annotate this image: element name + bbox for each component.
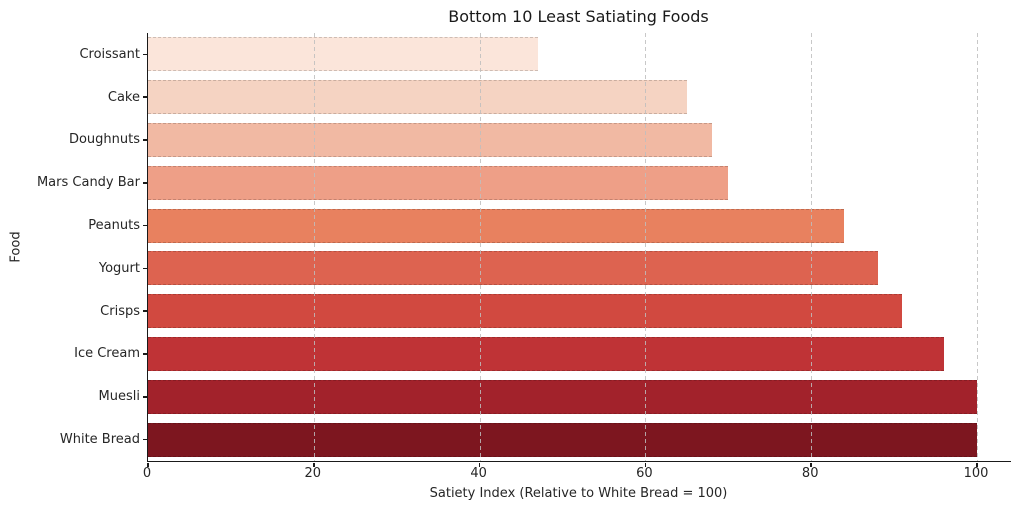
y-tick-label-ice-cream: Ice Cream: [74, 346, 140, 362]
y-tick-label-croissant: Croissant: [79, 46, 140, 62]
y-tick-mark: [143, 396, 148, 398]
x-tick-mark: [644, 462, 647, 467]
bar-mars-candy-bar: [148, 165, 729, 200]
y-tick-label-yogurt: Yogurt: [98, 260, 140, 276]
y-tick-mark: [143, 267, 148, 270]
y-tick-label-crisps: Crisps: [100, 303, 140, 319]
bar-yogurt: [148, 251, 878, 286]
y-tick-mark: [143, 310, 148, 312]
x-tick-label-40: 40: [470, 466, 487, 481]
x-tick-label-80: 80: [801, 466, 819, 481]
x-tick-mark: [313, 462, 315, 467]
x-axis-title: Satiety Index (Relative to White Bread =…: [429, 486, 728, 501]
gridline-x-20: [313, 33, 315, 461]
x-tick-mark: [478, 462, 481, 467]
y-tick-mark: [143, 353, 148, 355]
y-tick-mark: [143, 139, 148, 141]
x-tick-mark: [976, 462, 978, 467]
y-tick-mark: [143, 96, 148, 98]
y-tick-mark: [143, 438, 148, 441]
y-tick-label-mars-candy-bar: Mars Candy Bar: [36, 175, 140, 191]
gridline-x-80: [811, 33, 813, 461]
y-axis-tick-labels: Croissant Cake Doughnuts Mars Candy Bar Pean…: [0, 33, 140, 461]
y-tick-mark: [143, 53, 148, 56]
y-tick-mark: [143, 182, 148, 184]
x-tick-mark: [810, 462, 812, 467]
x-tick-label-60: 60: [636, 466, 653, 481]
plot-area: [143, 33, 1011, 467]
x-tick-label-20: 20: [304, 466, 322, 481]
y-tick-label-doughnuts: Doughnuts: [68, 132, 140, 148]
bar-peanuts: [148, 208, 845, 243]
x-tick-label-0: 0: [142, 466, 152, 481]
bar-ice-cream: [148, 337, 944, 371]
y-tick-label-cake: Cake: [107, 89, 140, 105]
y-tick-mark: [143, 224, 148, 227]
bar-doughnuts: [148, 123, 712, 157]
gridline-x-60: [645, 33, 647, 461]
chart-title: Bottom 10 Least Satiating Foods: [448, 7, 709, 26]
x-axis-tick-labels: 0 20 40 60 80 100: [143, 466, 1010, 484]
bar-muesli: [148, 379, 977, 414]
gridline-x-100: [977, 33, 978, 461]
bar-white-bread: [148, 422, 977, 457]
bar-crisps: [148, 294, 903, 329]
gridline-x-40: [479, 33, 481, 461]
bar-cake: [148, 80, 687, 115]
y-tick-label-muesli: Muesli: [98, 389, 140, 405]
y-tick-label-peanuts: Peanuts: [88, 218, 140, 234]
bar-croissant: [148, 37, 538, 72]
y-tick-label-white-bread: White Bread: [59, 432, 140, 448]
x-tick-label-100: 100: [963, 466, 989, 481]
x-tick-mark: [147, 462, 149, 467]
